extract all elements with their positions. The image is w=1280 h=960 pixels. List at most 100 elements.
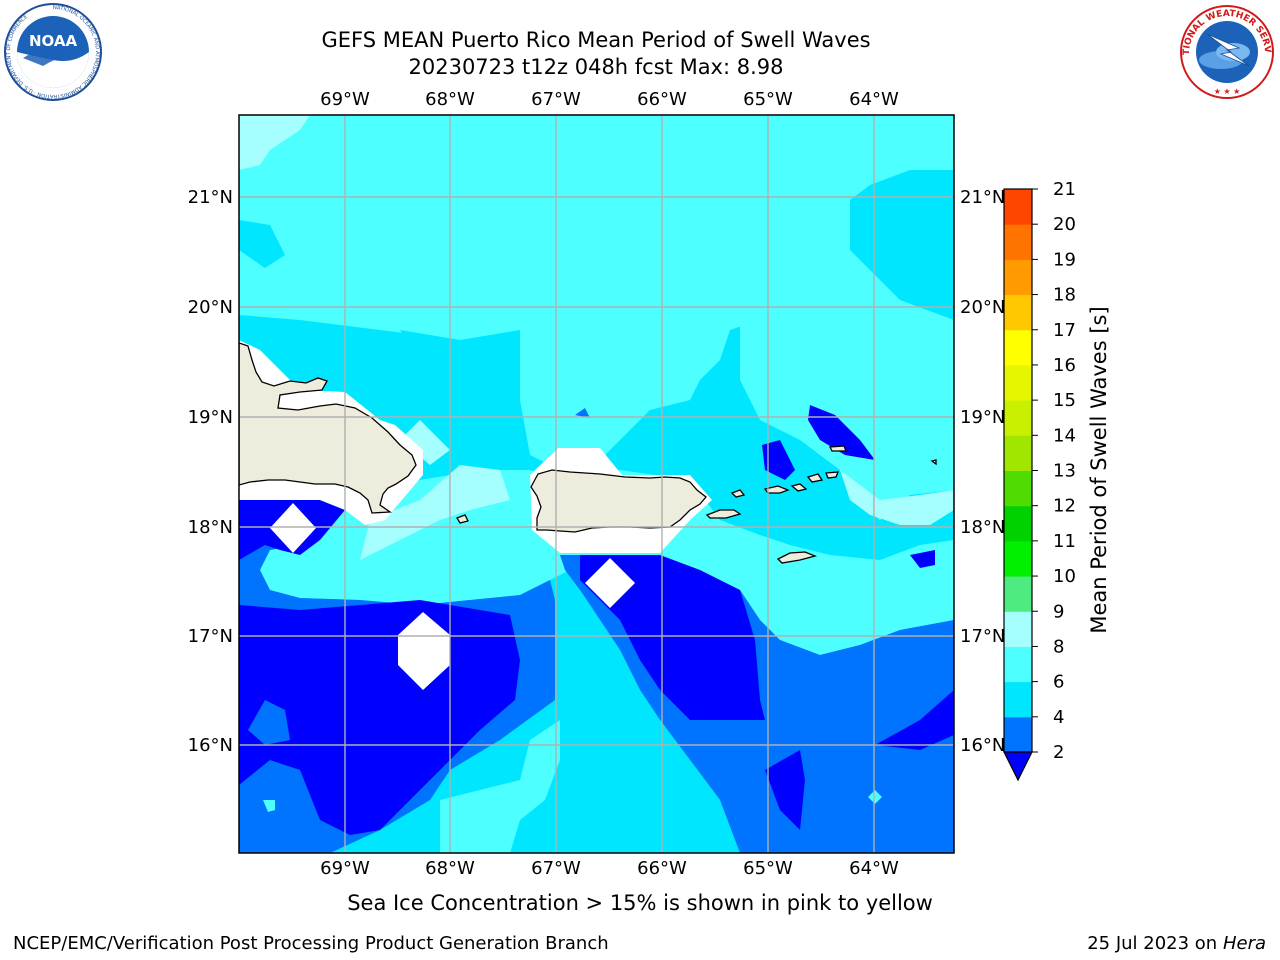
lat-label-left: 21°N [188,187,233,208]
lat-label-right: 18°N [960,517,1005,538]
colorbar-tick-label: 16 [1053,355,1076,376]
contour-4-6s-south-strip [500,590,735,853]
contour-4-6s-patch2 [400,330,520,390]
branch-credit: NCEP/EMC/Verification Post Processing Pr… [13,933,609,954]
run-date-text: 25 Jul 2023 on [1087,933,1223,954]
lon-label-bottom: 67°W [531,858,581,879]
noaa-logo-text: NOAA [29,32,78,50]
colorbar-tick-label: 20 [1053,214,1076,235]
contour-lt2s-east2 [910,550,935,568]
lat-label-right: 20°N [960,297,1005,318]
lat-label-left: 19°N [188,407,233,428]
lat-label-right: 21°N [960,187,1005,208]
contour-2-4s-small1 [575,408,590,418]
colorbar-segment [1004,435,1032,471]
mask-diamond2 [585,558,635,608]
lon-label-bottom: 64°W [849,858,899,879]
contour-6-8s-south-strip [440,720,560,853]
colorbar-tick-label: 4 [1053,707,1064,728]
nws-logo-icon: NATIONAL WEATHER SERVICE ★ ★ ★ [1177,4,1274,99]
hispaniola-land [239,342,417,514]
colorbar: 2 4 6 8 9 10 11 12 13 14 15 16 17 18 19 20 21 [1003,179,1076,782]
lon-label-bottom: 68°W [425,858,475,879]
map-subtitle: 20230723 t12z 048h fcst Max: 8.98 [408,55,784,79]
colorbar-under-arrow [1003,751,1033,782]
colorbar-tick-label: 2 [1053,742,1064,763]
lon-label-top: 68°W [425,89,475,110]
graticule [239,115,954,853]
st-croix-island [776,551,818,564]
mask-diamond1 [270,503,316,553]
lon-label-bottom: 65°W [743,858,793,879]
st-john-island [790,483,808,492]
contour-lt2s-southeast [765,750,805,830]
colorbar-segment [1004,576,1032,612]
lat-label-right: 17°N [960,626,1005,647]
lon-label-top: 67°W [531,89,581,110]
tortola-island [806,473,824,483]
colorbar-tick-label: 11 [1053,531,1076,552]
lon-label-bottom: 66°W [637,858,687,879]
colorbar-segment [1004,224,1032,260]
lat-label-left: 17°N [188,626,233,647]
colorbar-segment [1004,611,1032,647]
colorbar-tick-label: 9 [1053,601,1064,622]
colorbar-segment [1004,329,1032,366]
colorbar-tick-label: 18 [1053,285,1076,306]
mask-diamond3 [398,612,450,690]
lon-label-top: 69°W [320,89,370,110]
colorbar-tick-label: 17 [1053,320,1076,341]
contour-8-9s-nw [239,115,310,170]
colorbar-tick-label: 6 [1053,672,1064,693]
lon-label-bottom: 69°W [320,858,370,879]
contour-6-8s-dot [868,790,882,804]
contour-lt2s-vi [808,405,875,460]
map-title: GEFS MEAN Puerto Rico Mean Period of Swe… [321,28,871,52]
colorbar-segment [1004,259,1032,296]
lon-label-top: 64°W [849,89,899,110]
colorbar-tick-label: 21 [1053,179,1076,200]
lon-label-top: 65°W [743,89,793,110]
map-frame [238,114,955,854]
host-name: Hera [1222,933,1266,954]
mona-island [456,514,469,524]
colorbar-label: Mean Period of Swell Waves [s] [1087,306,1111,633]
contour-8-9s-mona [400,420,450,465]
colorbar-segment [1004,294,1032,331]
run-date: 25 Jul 2023 on Hera [1087,933,1266,954]
lat-label-right: 16°N [960,735,1005,756]
contour-lt2s-vi2 [762,440,795,480]
sea-ice-note: Sea Ice Concentration > 15% is shown in … [347,891,933,915]
colorbar-tick-label: 8 [1053,636,1064,657]
colorbar-segment [1004,470,1032,507]
contour-lt2s-east [875,690,954,750]
vieques-island [705,509,742,519]
colorbar-segment [1004,364,1032,401]
colorbar-tick-label: 15 [1053,390,1076,411]
contour-field [239,115,954,853]
lat-label-left: 20°N [188,297,233,318]
colorbar-segment [1004,540,1032,577]
contour-6-8s-dot2 [263,800,275,812]
contour-lt2s-center [580,555,765,720]
noaa-logo-icon: NOAA NATIONAL OCEANIC AND ATMOSPHERIC AD… [4,3,102,101]
lon-label-top: 66°W [637,89,687,110]
anegada-island [828,445,847,452]
nws-stars-icon: ★ ★ ★ [1214,87,1241,96]
colorbar-segment [1004,189,1032,225]
contour-4-6s-patch1 [239,220,285,268]
contour-8-9s-east [840,470,954,525]
contour-6-8s-north [239,115,954,520]
lat-label-left: 16°N [188,735,233,756]
lat-label-left: 18°N [188,517,233,538]
colorbar-tick-label: 19 [1053,249,1076,270]
sombrero-island [930,459,937,466]
colorbar-segment [1004,400,1032,436]
colorbar-segment [1004,505,1032,542]
colorbar-segment [1004,646,1032,683]
colorbar-tick-label: 14 [1053,425,1076,446]
colorbar-segment [1004,681,1032,718]
lat-label-right: 19°N [960,407,1005,428]
contour-8-9s-patch [360,465,510,560]
